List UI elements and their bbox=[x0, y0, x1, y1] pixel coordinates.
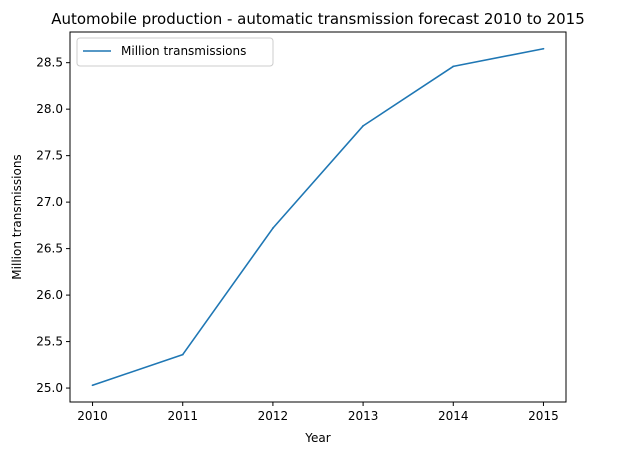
x-tick-label: 2012 bbox=[258, 409, 289, 423]
y-tick-label: 27.0 bbox=[36, 195, 63, 209]
y-tick-label: 26.0 bbox=[36, 288, 63, 302]
series-layer bbox=[91, 47, 545, 387]
data-point bbox=[181, 353, 184, 356]
x-tick-label: 2014 bbox=[438, 409, 469, 423]
data-point bbox=[272, 227, 274, 230]
x-tick-label: 2015 bbox=[528, 409, 559, 423]
y-tick-label: 27.5 bbox=[36, 149, 63, 163]
x-tick-label: 2010 bbox=[77, 409, 108, 423]
y-tick-label: 28.0 bbox=[36, 102, 63, 116]
y-tick-label: 25.5 bbox=[36, 335, 63, 349]
data-point bbox=[91, 384, 94, 387]
x-tick-label: 2013 bbox=[348, 409, 379, 423]
y-tick-label: 26.5 bbox=[36, 242, 63, 256]
y-tick-label: 25.0 bbox=[36, 381, 63, 395]
data-point bbox=[452, 65, 455, 68]
x-tick-label: 2011 bbox=[167, 409, 198, 423]
y-tick-label: 28.5 bbox=[36, 56, 63, 70]
y-axis-label: Million transmissions bbox=[10, 154, 24, 279]
chart-title: Automobile production - automatic transm… bbox=[51, 10, 585, 28]
series-line bbox=[92, 47, 544, 387]
data-point bbox=[542, 47, 545, 50]
legend-box bbox=[76, 37, 274, 67]
legend-label: Million transmissions bbox=[121, 44, 246, 58]
data-point bbox=[362, 124, 364, 127]
axis-ticks: 2010 2011 2012 2013 2014 2015 25.0 25.5 26.0 26.5… bbox=[36, 56, 558, 423]
legend: Million transmissions bbox=[76, 37, 274, 67]
x-axis-label: Year bbox=[304, 431, 330, 445]
plot-frame bbox=[69, 31, 567, 403]
